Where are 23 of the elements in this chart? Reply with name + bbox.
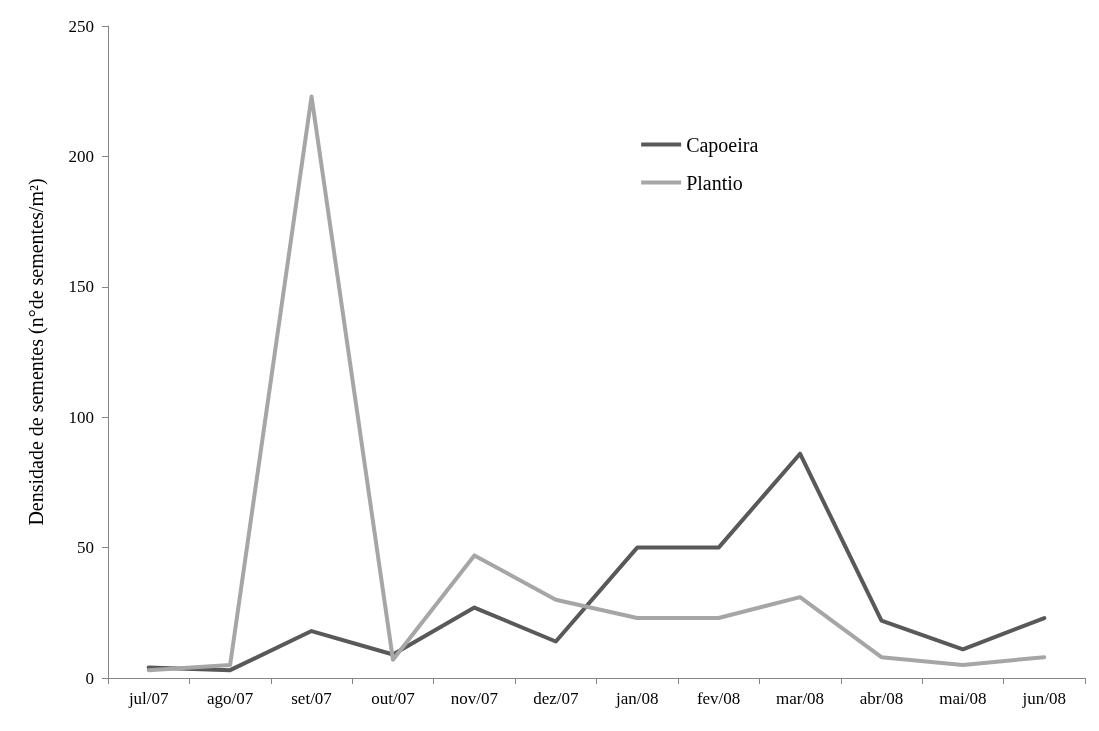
x-tick-label: jan/08	[614, 689, 659, 708]
y-tick-label: 50	[77, 538, 94, 558]
y-tick-label: 0	[85, 668, 94, 688]
y-tick-label: 100	[68, 407, 94, 427]
x-tick-label: fev/08	[696, 689, 741, 708]
x-tick-label: set/07	[291, 689, 333, 708]
legend-label: Plantio	[686, 171, 743, 194]
y-axis-title: Densidade de sementes (n°de sementes/m²)	[25, 178, 48, 526]
x-tick-label: nov/07	[450, 689, 499, 708]
y-tick-label: 250	[68, 16, 94, 36]
x-tick-label: mar/08	[775, 689, 825, 708]
x-tick-label: dez/07	[533, 689, 579, 708]
line-series	[146, 451, 1047, 673]
x-tick-label: jul/07	[127, 689, 170, 708]
x-tick-label: mai/08	[939, 689, 987, 708]
line-series	[146, 94, 1047, 673]
x-tick-label: jun/08	[1021, 689, 1067, 708]
x-tick-label: out/07	[371, 689, 416, 708]
y-tick-label: 200	[68, 146, 94, 166]
x-tick-label: ago/07	[206, 689, 254, 708]
legend-label: Capoeira	[686, 133, 759, 157]
x-tick-label: abr/08	[859, 689, 904, 708]
y-tick-label: 150	[68, 277, 94, 297]
